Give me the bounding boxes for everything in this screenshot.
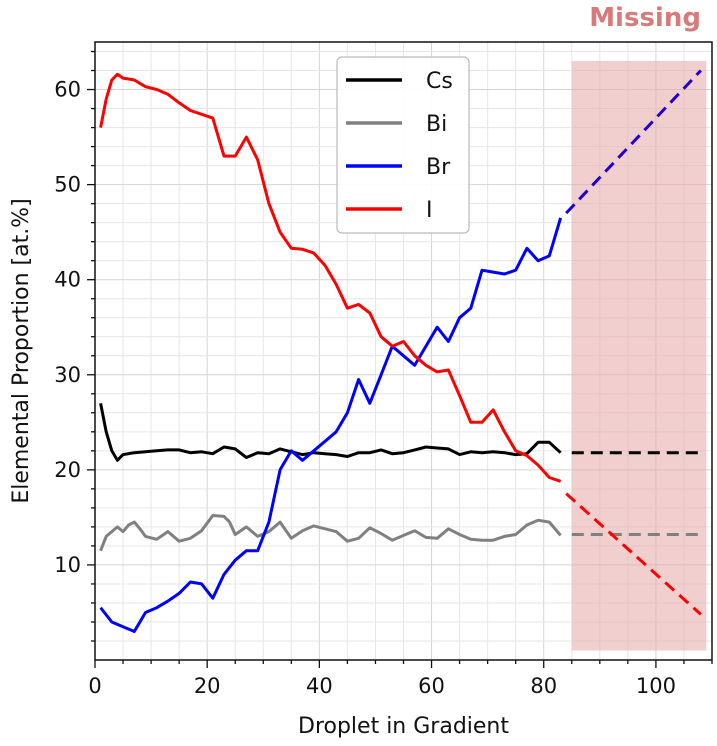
series-line-cs (99, 403, 562, 462)
x-axis-label: Droplet in Gradient (298, 714, 509, 739)
missing-region (571, 61, 707, 651)
x-tick-label: 60 (418, 674, 445, 698)
legend-label-i: I (426, 198, 433, 223)
series-line-br (99, 217, 563, 633)
legend: Cs Bi Br I (336, 56, 470, 234)
y-tick-label: 50 (54, 173, 81, 197)
x-tick-label: 100 (636, 674, 676, 698)
extrapolation-lines (565, 69, 702, 616)
y-tick-label: 60 (54, 78, 81, 102)
y-axis-label: Elemental Proportion [at.%] (9, 198, 34, 503)
y-tick-label: 20 (54, 458, 81, 482)
x-tick-label: 20 (194, 674, 221, 698)
legend-label-bi: Bi (426, 112, 447, 137)
x-tick-label: 0 (88, 674, 101, 698)
legend-label-br: Br (426, 155, 451, 180)
y-tick-label: 30 (54, 363, 81, 387)
series-lines (99, 72, 563, 633)
missing-label: Missing (589, 3, 701, 33)
series-line-i (99, 72, 562, 483)
legend-label-cs: Cs (426, 69, 453, 94)
legend-box (336, 56, 470, 234)
axis-ticks: 0 20 40 60 80 100 10 20 30 40 50 60 (54, 50, 713, 698)
y-tick-label: 40 (54, 268, 81, 292)
extrapolation-i (565, 492, 702, 616)
y-tick-label: 10 (54, 553, 81, 577)
x-tick-label: 80 (530, 674, 557, 698)
x-tick-label: 40 (306, 674, 333, 698)
series-line-bi (99, 514, 562, 552)
extrapolation-br (565, 69, 702, 215)
